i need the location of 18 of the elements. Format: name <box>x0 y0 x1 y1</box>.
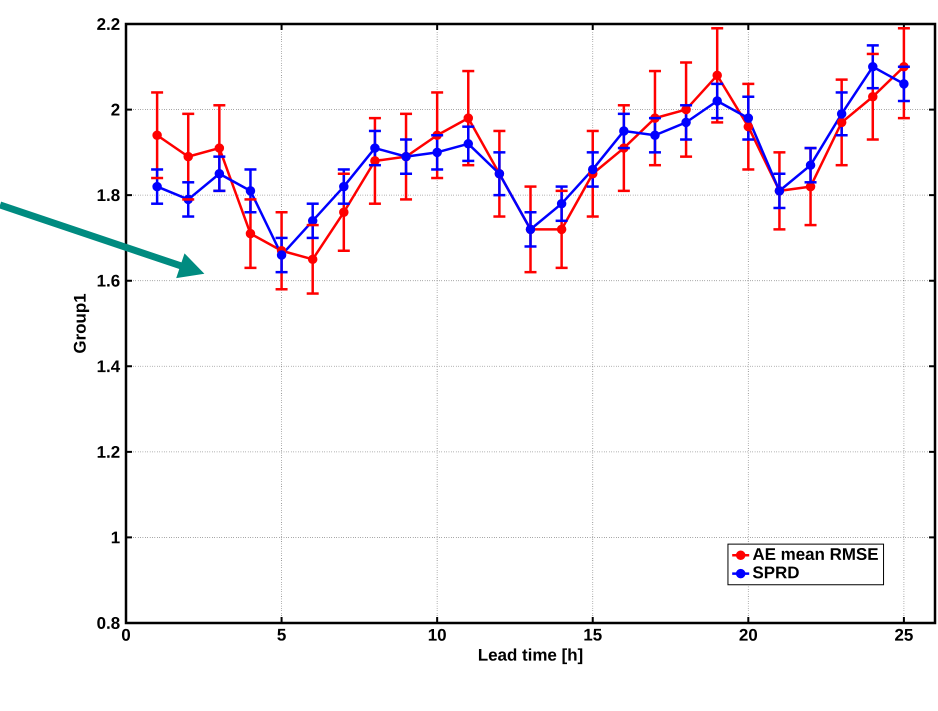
x-tick-label: 0 <box>122 628 130 641</box>
x-tick-label: 20 <box>739 628 758 641</box>
legend-label: SPRD <box>752 566 799 578</box>
x-tick-label: 15 <box>584 628 602 641</box>
y-tick-label: 1.4 <box>98 360 120 372</box>
y-tick-label: 2.2 <box>97 18 120 30</box>
x-tick-label: 25 <box>895 628 913 641</box>
y-tick-label: 2 <box>111 104 120 116</box>
y-tick-label: 1.8 <box>98 189 120 202</box>
y-tick-label: 1 <box>112 532 120 544</box>
legend-label: AE mean RMSE <box>752 548 878 560</box>
y-tick-label: 1.6 <box>98 274 120 287</box>
x-tick-label: 5 <box>277 628 286 641</box>
x-axis-title: Lead time [h] <box>478 648 582 664</box>
y-tick-label: 1.2 <box>98 446 120 458</box>
y-axis-title: Group1 <box>74 294 90 353</box>
y-tick-label: 0.8 <box>97 617 120 629</box>
x-tick-label: 10 <box>428 628 446 641</box>
